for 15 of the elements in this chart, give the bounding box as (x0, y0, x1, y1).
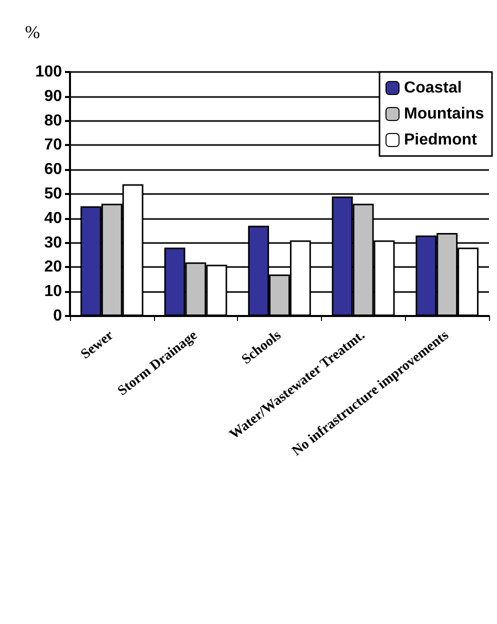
y-tick-label: 90 (44, 88, 62, 105)
y-tick-label: 30 (44, 234, 62, 252)
y-axis-title: % (25, 22, 40, 42)
y-tick-label: 0 (53, 308, 62, 324)
y-tick-label: 60 (44, 161, 62, 178)
y-tick-label: 100 (35, 64, 62, 80)
y-tick-label: 70 (44, 136, 62, 154)
legend-label: Mountains (404, 106, 484, 122)
y-tick-label: 80 (44, 112, 62, 130)
y-tick-label: 20 (44, 258, 62, 276)
y-tick-label: 40 (44, 210, 62, 227)
legend-label: Piedmont (404, 132, 478, 148)
legend-label: Coastal (404, 80, 462, 96)
y-tick-label: 50 (44, 186, 62, 202)
y-tick-label: 10 (44, 283, 62, 300)
